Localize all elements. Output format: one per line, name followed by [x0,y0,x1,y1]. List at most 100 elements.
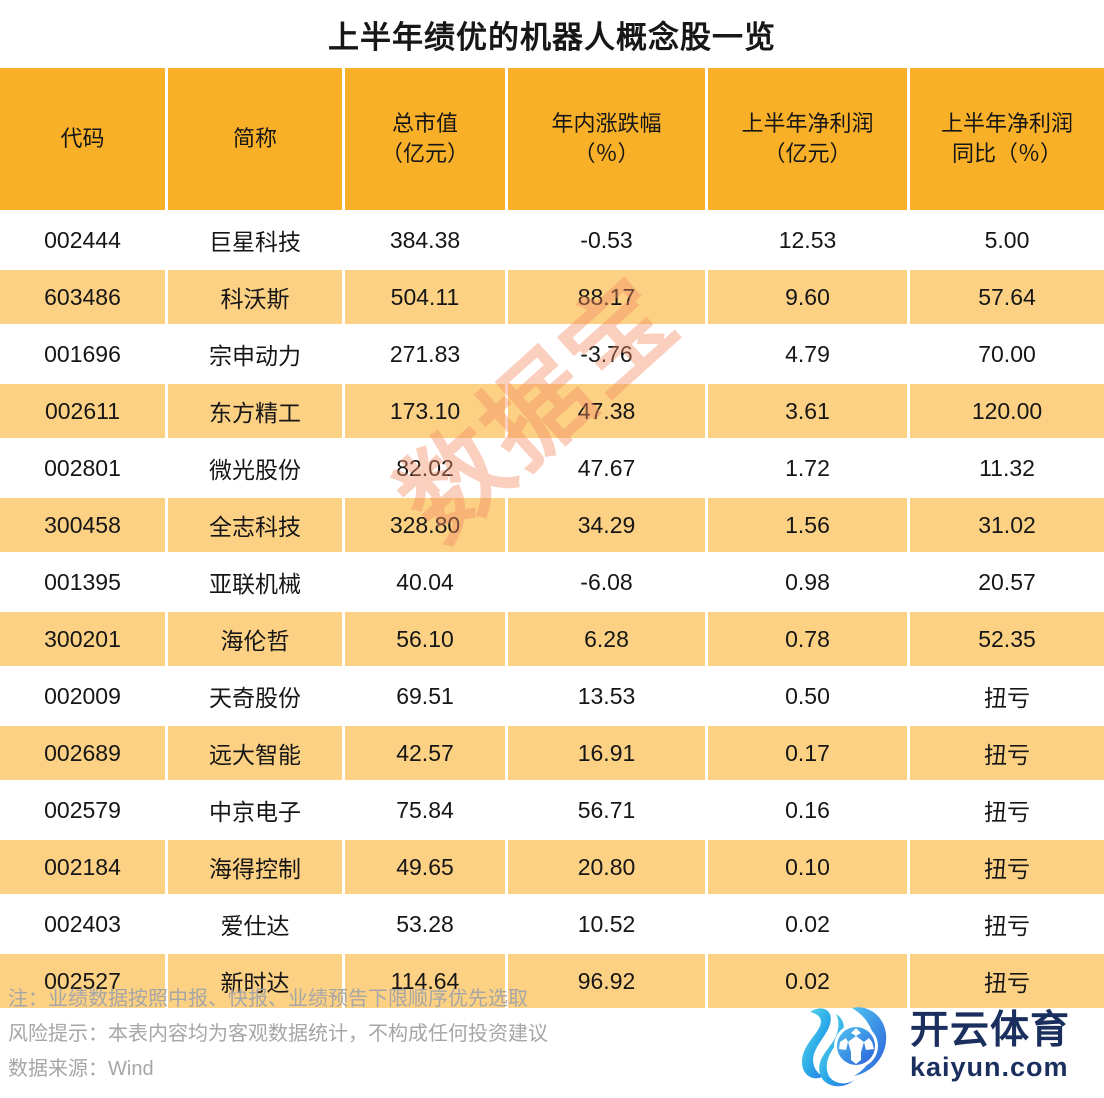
cell-h1-profit-yoy: 扭亏 [910,897,1104,954]
cell-market-cap: 75.84 [345,783,508,840]
cell-h1-profit: 9.60 [708,270,910,327]
cell-ytd-change: 6.28 [508,612,708,669]
cell-h1-profit-yoy: 31.02 [910,498,1104,555]
table-row: 300458 全志科技 328.80 34.29 1.56 31.02 [0,498,1104,555]
cell-ytd-change: 10.52 [508,897,708,954]
cell-h1-profit-yoy: 120.00 [910,384,1104,441]
cell-ytd-change: -3.76 [508,327,708,384]
cell-ytd-change: 13.53 [508,669,708,726]
note-line-3: 数据来源：Wind [8,1058,154,1080]
cell-ytd-change: 34.29 [508,498,708,555]
logo-text-block: 开云体育 kaiyun.com [910,1009,1071,1083]
cell-h1-profit-yoy: 20.57 [910,555,1104,612]
cell-h1-profit-yoy: 70.00 [910,327,1104,384]
cell-name: 海得控制 [168,840,345,897]
cell-name: 海伦哲 [168,612,345,669]
cell-market-cap: 40.04 [345,555,508,612]
cell-code: 002444 [0,213,168,270]
table-row: 001696 宗申动力 271.83 -3.76 4.79 70.00 [0,327,1104,384]
column-header-name: 简称 [168,68,345,213]
cell-h1-profit: 1.56 [708,498,910,555]
table-row: 002184 海得控制 49.65 20.80 0.10 扭亏 [0,840,1104,897]
cell-h1-profit: 3.61 [708,384,910,441]
cell-h1-profit-yoy: 扭亏 [910,954,1104,1011]
column-header-h1-profit: 上半年净利润 （亿元） [708,68,910,213]
cell-h1-profit: 0.02 [708,954,910,1011]
cell-code: 001696 [0,327,168,384]
cell-code: 603486 [0,270,168,327]
cell-code: 002009 [0,669,168,726]
cell-h1-profit: 0.50 [708,669,910,726]
note-line-2: 风险提示：本表内容均为客观数据统计，不构成任何投资建议 [8,1023,548,1045]
cell-code: 300201 [0,612,168,669]
cell-h1-profit: 0.16 [708,783,910,840]
cell-name: 中京电子 [168,783,345,840]
cell-market-cap: 82.02 [345,441,508,498]
cell-market-cap: 504.11 [345,270,508,327]
cell-code: 001395 [0,555,168,612]
cell-code: 002801 [0,441,168,498]
cell-name: 东方精工 [168,384,345,441]
page-title: 上半年绩优的机器人概念股一览 [328,19,776,55]
cell-h1-profit-yoy: 扭亏 [910,669,1104,726]
cell-ytd-change: 16.91 [508,726,708,783]
cell-name: 科沃斯 [168,270,345,327]
cell-code: 002184 [0,840,168,897]
cell-ytd-change: 47.38 [508,384,708,441]
cell-h1-profit-yoy: 扭亏 [910,783,1104,840]
cell-h1-profit: 0.78 [708,612,910,669]
table-row: 002689 远大智能 42.57 16.91 0.17 扭亏 [0,726,1104,783]
logo-domain: kaiyun.com [910,1052,1069,1082]
cell-name: 新时达 [168,954,345,1011]
cell-code: 002611 [0,384,168,441]
note-line-1: 注：业绩数据按照中报、快报、业绩预告下限顺序优先选取 [8,988,528,1010]
cell-ytd-change: 96.92 [508,954,708,1011]
column-header-market-cap: 总市值 （亿元） [345,68,508,213]
cell-h1-profit: 12.53 [708,213,910,270]
cell-ytd-change: 88.17 [508,270,708,327]
cell-h1-profit: 0.02 [708,897,910,954]
cell-market-cap: 53.28 [345,897,508,954]
cell-code: 002689 [0,726,168,783]
cell-ytd-change: -0.53 [508,213,708,270]
cell-code: 002403 [0,897,168,954]
cell-h1-profit-yoy: 扭亏 [910,840,1104,897]
cell-ytd-change: 20.80 [508,840,708,897]
cell-code: 002579 [0,783,168,840]
cell-h1-profit: 0.17 [708,726,910,783]
table-body: 002444 巨星科技 384.38 -0.53 12.53 5.00 6034… [0,213,1104,1011]
footer-notes: 注：业绩数据按照中报、快报、业绩预告下限顺序优先选取 风险提示：本表内容均为客观… [8,982,808,1087]
cell-h1-profit: 1.72 [708,441,910,498]
cell-name: 巨星科技 [168,213,345,270]
table-row: 002403 爱仕达 53.28 10.52 0.02 扭亏 [0,897,1104,954]
cell-code: 300458 [0,498,168,555]
table-row: 002009 天奇股份 69.51 13.53 0.50 扭亏 [0,669,1104,726]
cell-ytd-change: 47.67 [508,441,708,498]
logo-chinese-name: 开云体育 [910,1009,1071,1052]
cell-name: 亚联机械 [168,555,345,612]
header-row: 代码 简称 总市值 （亿元） 年内涨跌幅 （％） 上半年净利润 （亿元） [0,68,1104,213]
column-header-code: 代码 [0,68,168,213]
kaiyun-logo-icon [802,1007,887,1087]
cell-h1-profit-yoy: 57.64 [910,270,1104,327]
cell-name: 宗申动力 [168,327,345,384]
cell-market-cap: 69.51 [345,669,508,726]
cell-h1-profit-yoy: 52.35 [910,612,1104,669]
table-row: 002444 巨星科技 384.38 -0.53 12.53 5.00 [0,213,1104,270]
cell-code: 002527 [0,954,168,1011]
cell-h1-profit-yoy: 扭亏 [910,726,1104,783]
table-row: 002801 微光股份 82.02 47.67 1.72 11.32 [0,441,1104,498]
cell-market-cap: 173.10 [345,384,508,441]
table-row: 002527 新时达 114.64 96.92 0.02 扭亏 [0,954,1104,1011]
cell-ytd-change: 56.71 [508,783,708,840]
cell-market-cap: 49.65 [345,840,508,897]
cell-h1-profit: 0.10 [708,840,910,897]
column-header-ytd-change: 年内涨跌幅 （％） [508,68,708,213]
column-header-h1-profit-yoy: 上半年净利润 同比（％） [910,68,1104,213]
cell-market-cap: 114.64 [345,954,508,1011]
cell-market-cap: 384.38 [345,213,508,270]
table-row: 002579 中京电子 75.84 56.71 0.16 扭亏 [0,783,1104,840]
cell-market-cap: 328.80 [345,498,508,555]
cell-h1-profit-yoy: 11.32 [910,441,1104,498]
